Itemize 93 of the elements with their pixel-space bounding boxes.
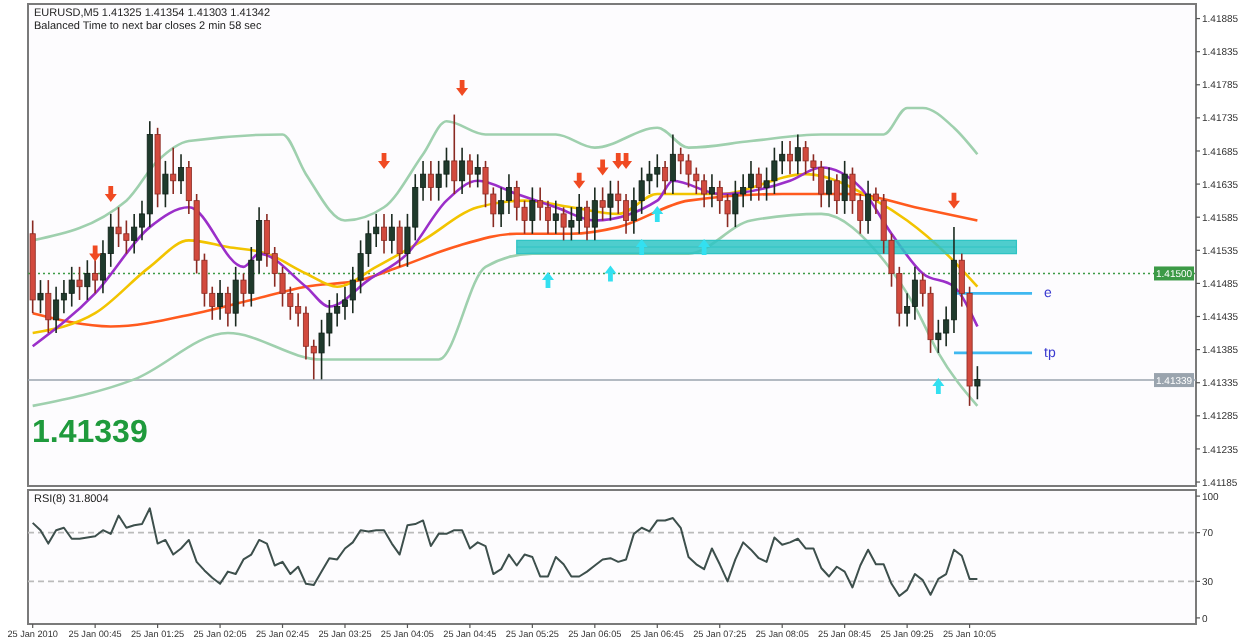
candlestick [833,173,840,215]
candlestick [740,173,747,209]
candlestick [576,193,583,235]
candlestick [224,285,231,328]
candlestick [381,213,388,255]
candlestick [787,140,794,175]
candlestick [68,266,75,308]
candlestick [513,179,520,222]
candlestick [45,279,52,334]
candlestick [263,213,270,268]
candlestick [755,166,762,202]
point [651,205,664,222]
candlestick [217,279,224,321]
point [456,80,469,97]
candlestick [76,266,83,301]
candlestick [623,193,630,235]
candlestick [841,160,848,215]
candlestick [443,146,450,189]
candlestick [326,299,333,348]
annotation: 1.41339 [32,416,148,450]
candlestick [240,272,247,308]
candlestick [123,219,130,255]
candlestick [615,179,622,215]
candlestick [654,153,661,189]
point [635,238,648,255]
point [541,272,554,289]
candlestick [178,153,185,195]
candlestick [779,140,786,175]
candlestick [53,285,60,334]
point [604,265,617,282]
candlestick [544,199,551,235]
candlestick [505,173,512,215]
point [378,152,391,169]
candlestick [669,133,676,195]
candlestick [826,166,833,209]
candlestick [560,206,567,242]
candlestick [552,199,559,235]
candlestick [763,166,770,202]
candlestick [529,186,536,235]
candlestick [771,146,778,195]
candlestick [131,213,138,255]
candlestick [302,305,309,361]
candlestick [232,266,239,328]
candlestick [677,146,684,175]
candlestick [747,160,754,202]
candlestick [396,219,403,268]
point [698,238,711,255]
candlestick [60,279,67,314]
point [89,245,102,262]
candlestick [716,179,723,215]
point [620,152,633,169]
candlestick [84,259,91,301]
point [932,378,945,395]
candlestick [865,179,872,235]
candlestick [708,173,715,209]
candlestick [591,186,598,242]
candlestick [498,186,505,228]
candlestick [427,160,434,202]
candlestick [974,365,981,401]
candlestick [818,160,825,209]
candlestick [373,213,380,248]
line-series [31,507,979,597]
candlestick [685,153,692,189]
point [104,186,117,203]
candlestick [794,133,801,175]
point [596,159,609,176]
candlestick [334,292,341,328]
candlestick [911,266,918,321]
candlestick [607,179,614,222]
candlestick [459,146,466,195]
candlestick [482,160,489,209]
candlestick [474,153,481,189]
point [573,172,586,189]
candlestick [646,160,653,195]
candlestick [466,153,473,189]
candlestick [802,140,809,175]
candlestick [537,186,544,222]
candlestick [435,160,442,202]
candlestick [701,173,708,209]
candlestick [662,160,669,195]
candlestick [115,206,122,248]
candlestick [451,113,458,195]
candlestick [388,213,395,255]
candlestick [341,285,348,321]
line-series [31,212,979,408]
candlestick [599,186,606,222]
candlestick [37,279,44,314]
candlestick [318,319,325,381]
candlestick [170,146,177,195]
candlestick [584,199,591,242]
candlestick [162,160,169,209]
candlestick [630,186,637,235]
candlestick [732,179,739,228]
